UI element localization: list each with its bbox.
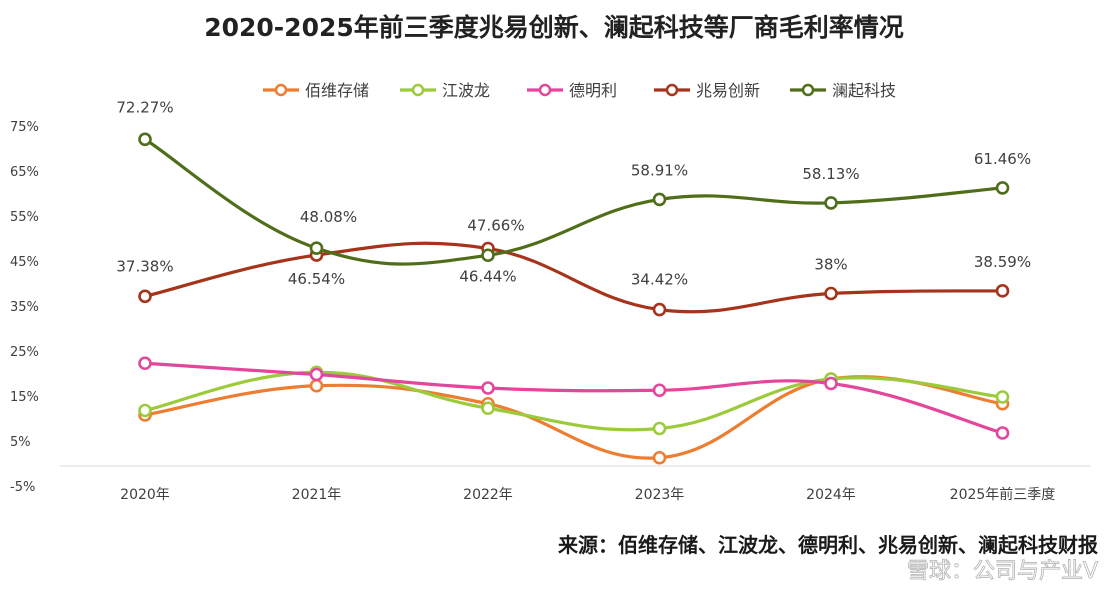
data-point <box>138 132 152 147</box>
legend-item: 兆易创新 <box>654 81 760 100</box>
series-e6b19fe6b3a2e9be99 <box>138 365 1010 436</box>
data-label: 58.91% <box>631 161 688 179</box>
data-label: 37.38% <box>116 257 173 275</box>
data-label: 46.44% <box>459 268 516 286</box>
x-tick-label: 2025年前三季度 <box>950 486 1056 503</box>
data-point <box>138 356 152 371</box>
legend-marker <box>411 83 425 97</box>
series-line <box>143 370 1005 432</box>
data-point <box>995 426 1010 440</box>
data-point <box>481 381 495 395</box>
data-point <box>995 284 1010 298</box>
data-label: 47.66% <box>467 216 524 234</box>
data-point <box>138 289 152 304</box>
legend-marker <box>274 83 288 97</box>
data-point <box>138 403 152 418</box>
x-tick-label: 2020年 <box>120 487 170 503</box>
data-point <box>309 241 324 255</box>
y-tick-label: 35% <box>10 300 39 315</box>
legend-item: 德明利 <box>527 81 617 100</box>
y-axis: 75% 65% 55% 45% 35% 25% 15% 5% -5% <box>10 120 39 495</box>
watermark: 雪球：公司与产业V <box>907 559 1098 584</box>
x-tick-label: 2021年 <box>292 487 342 503</box>
legend-marker <box>665 83 679 97</box>
y-tick-label: 75% <box>10 120 39 135</box>
x-tick-label: 2022年 <box>463 487 513 503</box>
y-tick-label: 55% <box>10 210 39 225</box>
data-point <box>995 181 1010 195</box>
y-tick-label: 45% <box>10 255 39 270</box>
y-tick-label: 25% <box>10 345 39 360</box>
series-e6be9ce8b5b7e7a791e68a80 <box>138 132 1010 266</box>
y-tick-label: 15% <box>10 390 39 405</box>
legend-label: 德明利 <box>569 81 617 100</box>
data-label: 72.27% <box>116 98 173 116</box>
y-tick-label: -5% <box>10 480 35 495</box>
data-point <box>652 192 667 207</box>
data-label: 61.46% <box>974 150 1031 168</box>
data-labels: 37.38% 46.54% 46.44% 34.42% 38% 38.59% 72.27% 4… <box>116 98 1031 288</box>
legend-item: 佰维存储 <box>263 81 369 100</box>
series-e58586e69893e5889be696b0 <box>138 241 1010 317</box>
data-point <box>652 421 667 436</box>
data-point <box>995 390 1010 404</box>
x-tick-label: 2023年 <box>635 487 685 503</box>
data-label: 38.59% <box>974 253 1031 271</box>
series-line <box>143 137 1005 266</box>
series-line <box>143 361 1005 435</box>
chart-title: 2020-2025年前三季度兆易创新、澜起科技等厂商毛利率情况 <box>204 13 904 42</box>
legend-label: 江波龙 <box>442 81 490 100</box>
data-point <box>652 302 667 317</box>
x-axis: 2020年 2021年 2022年 2023年 2024年 2025年前三季度 <box>120 486 1055 503</box>
series-line <box>143 241 1005 314</box>
data-label: 34.42% <box>631 271 688 289</box>
y-tick-label: 5% <box>10 435 31 450</box>
data-point <box>824 196 838 210</box>
data-label: 46.54% <box>288 270 345 288</box>
legend-marker <box>801 83 815 97</box>
legend-label: 佰维存储 <box>305 81 369 100</box>
source-note: 来源：佰维存储、江波龙、德明利、兆易创新、澜起科技财报 <box>557 533 1098 557</box>
data-point <box>481 401 495 416</box>
x-tick-label: 2024年 <box>806 487 856 503</box>
data-point <box>481 248 495 263</box>
data-label: 58.13% <box>802 165 859 183</box>
data-label: 38% <box>814 256 847 274</box>
data-point <box>824 376 838 391</box>
data-label: 48.08% <box>300 208 357 226</box>
data-point <box>309 367 324 382</box>
legend-item: 澜起科技 <box>790 81 896 100</box>
legend-label: 澜起科技 <box>832 81 896 100</box>
series-line <box>143 375 1005 460</box>
legend-marker <box>538 83 552 97</box>
legend: 佰维存储 江波龙 德明利 兆易创新 澜起科技 <box>263 81 896 100</box>
legend-item: 江波龙 <box>400 81 490 100</box>
legend-label: 兆易创新 <box>696 81 760 100</box>
series-e4bdb0e7bbb4e5ad98e582a8 <box>138 372 1010 465</box>
data-point <box>309 378 324 393</box>
series-layer <box>138 132 1010 465</box>
data-point <box>652 383 667 398</box>
data-point <box>824 286 838 301</box>
series-e5beb7e6988ee588a9 <box>138 356 1010 440</box>
data-point <box>652 450 667 465</box>
y-tick-label: 65% <box>10 165 39 180</box>
